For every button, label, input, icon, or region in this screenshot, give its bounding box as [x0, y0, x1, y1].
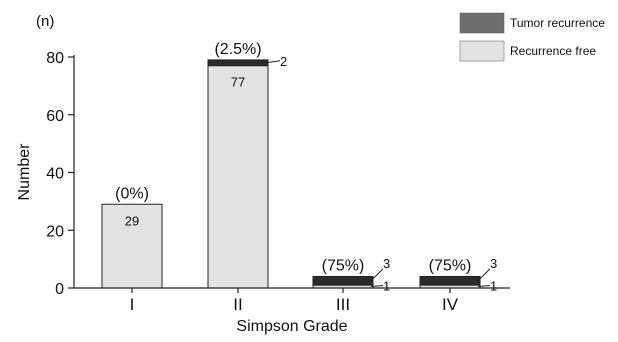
- value-label-tumor-recurrence-IV: 3: [490, 256, 497, 271]
- percent-label-II: (2.5%): [214, 41, 261, 58]
- value-label-recurrence-free-I: 29: [125, 213, 139, 228]
- percent-label-I: (0%): [115, 185, 149, 202]
- value-label-recurrence-free-IV: 1: [490, 279, 497, 294]
- leader-line: [265, 60, 281, 64]
- leader-line: [370, 268, 384, 282]
- leader-line: [477, 285, 491, 288]
- value-label-tumor-recurrence-III: 3: [383, 256, 390, 271]
- bar-tumor-recurrence-III: [312, 275, 374, 286]
- value-label-recurrence-free-III: 1: [383, 279, 390, 294]
- x-tick-label: III: [336, 295, 350, 314]
- bar-tumor-recurrence-IV: [419, 275, 481, 286]
- legend-label-tumor-recurrence: Tumor recurrence: [510, 16, 605, 30]
- bar-tumor-recurrence-II: [207, 59, 269, 67]
- y-unit-label: (n): [36, 13, 54, 30]
- value-label-recurrence-free-II: 77: [231, 75, 245, 90]
- legend: Tumor recurrence Recurrence free: [459, 12, 605, 62]
- leader-line: [477, 268, 491, 282]
- y-tick-label: 40: [46, 166, 64, 183]
- value-label-tumor-recurrence-II: 2: [280, 54, 287, 69]
- x-tick-label: IV: [442, 295, 459, 314]
- y-tick-label: 80: [46, 50, 64, 67]
- x-axis-title: Simpson Grade: [236, 318, 347, 335]
- percent-label-IV: (75%): [429, 257, 472, 274]
- bar-recurrence-free-II: [207, 65, 269, 289]
- bars-layer: [101, 59, 481, 289]
- y-axis-title: Number: [16, 143, 33, 201]
- legend-swatch-tumor-recurrence: [459, 12, 505, 34]
- labels-layer: (0%) (2.5%) (75%) (75%) 29 77 2 3 1 3 1: [115, 41, 497, 294]
- percent-label-III: (75%): [322, 257, 365, 274]
- legend-swatch-recurrence-free: [459, 40, 505, 62]
- y-tick-label: 60: [46, 108, 64, 125]
- bar-recurrence-free-I: [101, 203, 163, 289]
- x-tick-label: I: [130, 295, 135, 314]
- legend-label-recurrence-free: Recurrence free: [510, 44, 596, 58]
- y-tick-label: 0: [55, 281, 64, 298]
- x-tick-label: II: [233, 295, 242, 314]
- leader-line: [370, 285, 384, 288]
- y-tick-label: 20: [46, 223, 64, 240]
